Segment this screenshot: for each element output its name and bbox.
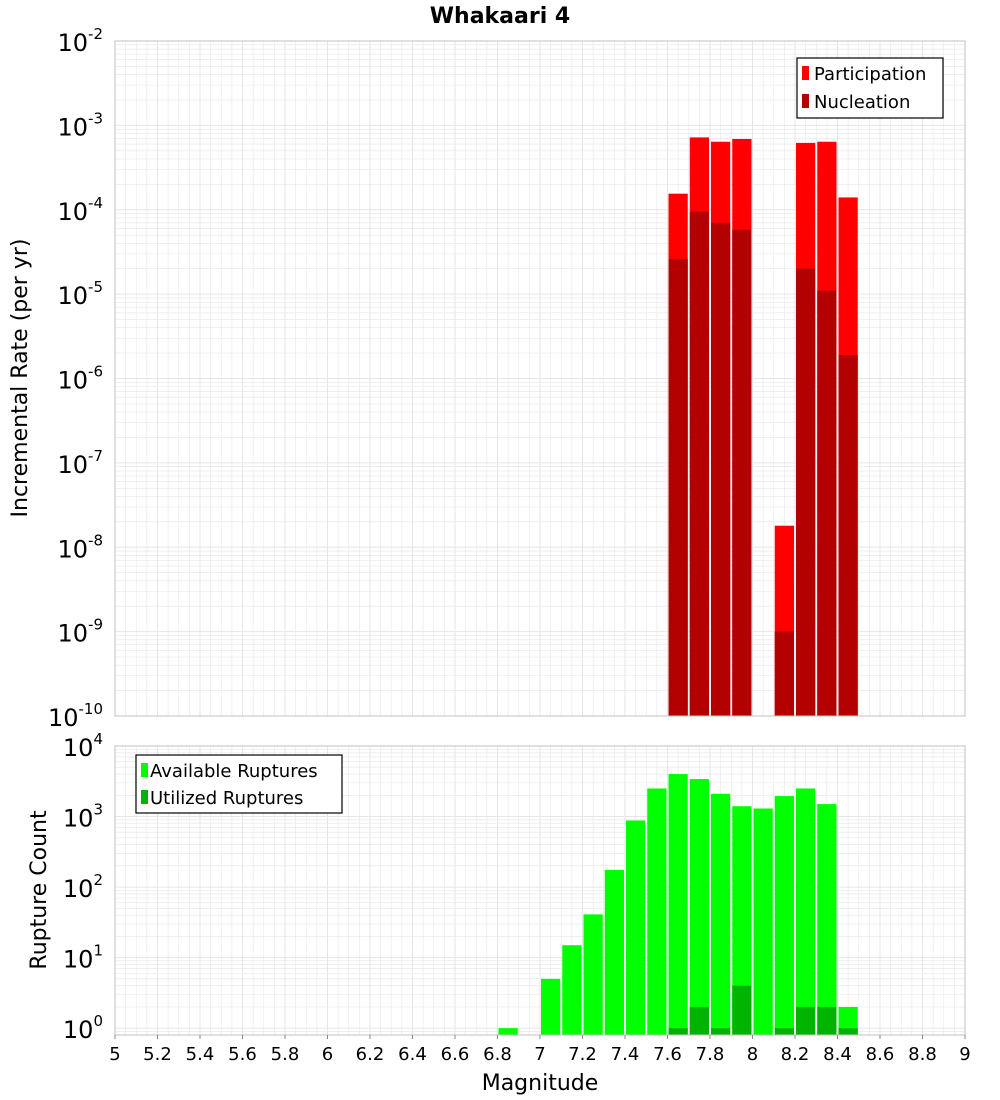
bar-available-ruptures bbox=[604, 869, 624, 1035]
bottom-panel: 104 103 102 101 100 5 5.2 5.4 5.6 5.8 6 6.2 6.4 6.6 6… bbox=[27, 730, 971, 1096]
x-tick-label: 7.6 bbox=[653, 1044, 682, 1065]
bottom-legend-box bbox=[135, 754, 343, 814]
bottom-y-axis-label: Rupture Count bbox=[27, 810, 52, 970]
y-tick-label: 10-9 bbox=[57, 616, 103, 648]
bar-available-ruptures bbox=[668, 774, 688, 1035]
y-tick-label: 10-6 bbox=[57, 363, 103, 395]
bar-nucleation bbox=[817, 290, 837, 716]
x-tick-label: 7.2 bbox=[568, 1044, 597, 1065]
x-tick-label: 8.6 bbox=[866, 1044, 895, 1065]
bottom-legend: Available Ruptures Utilized Ruptures bbox=[135, 754, 343, 814]
top-legend-box bbox=[796, 57, 944, 119]
y-tick-label: 10-8 bbox=[57, 531, 103, 563]
y-tick-label: 104 bbox=[63, 730, 103, 762]
top-plot-border bbox=[114, 40, 966, 717]
bar-available-ruptures bbox=[796, 788, 816, 1035]
bar-nucleation bbox=[838, 354, 858, 716]
y-tick-label: 101 bbox=[63, 942, 103, 974]
x-tick-label: 5.4 bbox=[186, 1044, 215, 1065]
bar-nucleation bbox=[774, 631, 794, 716]
x-axis-label: Magnitude bbox=[482, 1071, 599, 1096]
legend-label-available: Available Ruptures bbox=[150, 761, 318, 782]
x-tick-label: 6 bbox=[322, 1044, 333, 1065]
bar-utilized-ruptures bbox=[796, 1006, 816, 1035]
x-tick-label: 8.2 bbox=[781, 1044, 810, 1065]
bar-available-ruptures bbox=[838, 1006, 858, 1035]
legend-swatch-utilized bbox=[141, 790, 148, 804]
x-tick-label: 6.8 bbox=[483, 1044, 512, 1065]
bar-available-ruptures bbox=[498, 1028, 518, 1035]
bar-nucleation bbox=[732, 229, 752, 717]
bar-nucleation bbox=[711, 222, 731, 716]
bar-available-ruptures bbox=[647, 788, 667, 1035]
x-tick-label: 5.8 bbox=[271, 1044, 300, 1065]
bar-utilized-ruptures bbox=[711, 1028, 731, 1035]
x-tick-label: 6.2 bbox=[356, 1044, 385, 1065]
bar-utilized-ruptures bbox=[817, 1006, 837, 1035]
y-tick-label: 102 bbox=[63, 871, 103, 903]
x-tick-label: 7 bbox=[534, 1044, 545, 1065]
y-tick-label: 10-10 bbox=[48, 700, 103, 732]
x-tick-label: 6.6 bbox=[441, 1044, 470, 1065]
x-tick-label: 9 bbox=[959, 1044, 970, 1065]
bar-available-ruptures bbox=[753, 808, 773, 1035]
bar-utilized-ruptures bbox=[774, 1028, 794, 1035]
x-tick-label: 5.2 bbox=[143, 1044, 172, 1065]
bar-available-ruptures bbox=[689, 779, 709, 1035]
bar-available-ruptures bbox=[817, 804, 837, 1035]
bar-nucleation bbox=[689, 211, 709, 716]
x-tick-label: 7.4 bbox=[611, 1044, 640, 1065]
bar-utilized-ruptures bbox=[668, 1028, 688, 1035]
top-gridlines bbox=[114, 40, 966, 717]
bar-utilized-ruptures bbox=[689, 1006, 709, 1035]
top-bars bbox=[668, 137, 858, 717]
bar-utilized-ruptures bbox=[838, 1028, 858, 1035]
x-tick-label: 5 bbox=[109, 1044, 120, 1065]
legend-label-nucleation: Nucleation bbox=[814, 92, 910, 113]
x-tick-label: 5.6 bbox=[228, 1044, 257, 1065]
bar-nucleation bbox=[668, 259, 688, 716]
legend-swatch-nucleation bbox=[802, 94, 809, 108]
bar-utilized-ruptures bbox=[732, 985, 752, 1035]
bar-nucleation bbox=[796, 268, 816, 716]
legend-label-utilized: Utilized Ruptures bbox=[150, 788, 303, 809]
y-tick-label: 10-3 bbox=[57, 109, 103, 141]
chart-title: Whakaari 4 bbox=[430, 4, 570, 29]
x-tick-label: 7.8 bbox=[696, 1044, 725, 1065]
x-tick-labels: 5 5.2 5.4 5.6 5.8 6 6.2 6.4 6.6 6.8 7 7.2 7.4 7.6 7.8 8… bbox=[109, 1035, 971, 1065]
legend-swatch-participation bbox=[802, 66, 809, 80]
bar-available-ruptures bbox=[732, 806, 752, 1035]
bar-available-ruptures bbox=[626, 820, 646, 1035]
bar-available-ruptures bbox=[583, 914, 603, 1035]
top-y-axis-label: Incremental Rate (per yr) bbox=[8, 239, 33, 518]
bottom-bars bbox=[498, 774, 858, 1035]
top-panel: 10-2 10-3 10-4 10-5 10-6 10-7 10-8 10-9 10-10 In… bbox=[8, 25, 966, 732]
y-tick-label: 10-4 bbox=[57, 194, 103, 226]
x-tick-label: 8 bbox=[747, 1044, 758, 1065]
y-tick-label: 10-5 bbox=[57, 278, 103, 310]
x-tick-label: 6.4 bbox=[398, 1044, 427, 1065]
y-tick-label: 10-7 bbox=[57, 447, 103, 479]
bar-available-ruptures bbox=[711, 793, 731, 1035]
y-tick-label: 103 bbox=[63, 801, 103, 833]
bar-available-ruptures bbox=[541, 978, 561, 1035]
top-legend: Participation Nucleation bbox=[796, 57, 944, 119]
bottom-y-tick-labels: 104 103 102 101 100 bbox=[63, 730, 103, 1044]
bar-available-ruptures bbox=[774, 796, 794, 1035]
y-tick-label: 100 bbox=[63, 1012, 103, 1044]
y-tick-label: 10-2 bbox=[57, 25, 103, 57]
legend-swatch-available bbox=[141, 763, 148, 777]
x-tick-label: 8.8 bbox=[908, 1044, 937, 1065]
top-y-tick-labels: 10-2 10-3 10-4 10-5 10-6 10-7 10-8 10-9 10-10 bbox=[48, 25, 103, 732]
x-tick-label: 8.4 bbox=[823, 1044, 852, 1065]
bar-available-ruptures bbox=[562, 945, 582, 1035]
legend-label-participation: Participation bbox=[814, 64, 926, 85]
